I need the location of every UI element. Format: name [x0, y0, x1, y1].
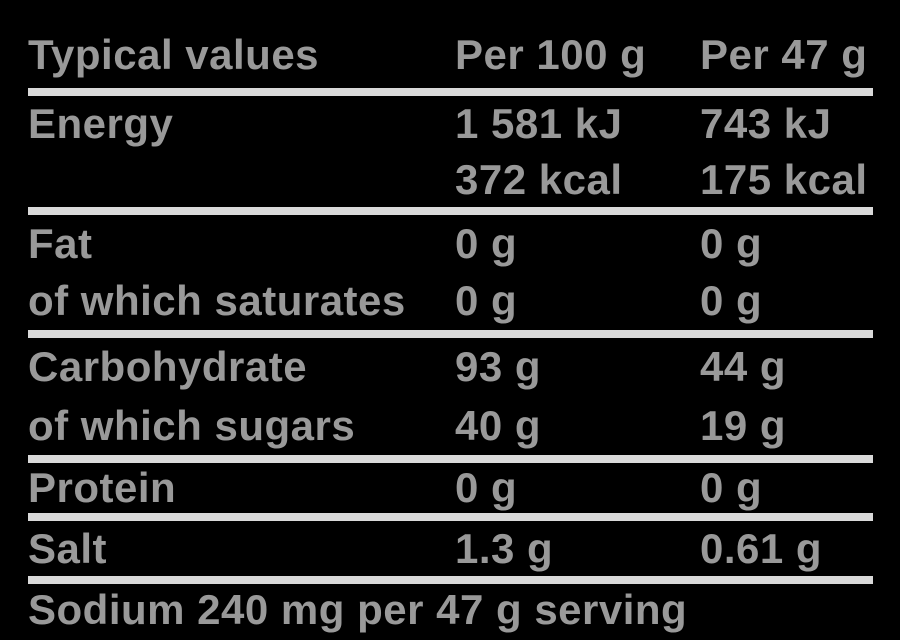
header-per-100g: Per 100 g	[455, 31, 647, 78]
row-label: Fat	[28, 219, 93, 267]
row-label: Carbohydrate	[28, 343, 308, 390]
value-per-47g: 44 g	[700, 343, 787, 390]
table-row-saturates: of which saturates 0 g 0 g	[28, 272, 873, 330]
value-per-100g: 40 g	[455, 401, 542, 449]
table-row-energy: Energy 1 581 kJ 743 kJ	[28, 96, 873, 152]
row-label: Salt	[28, 524, 108, 572]
value-per-47g: 175 kcal	[700, 155, 868, 203]
table-row-fat: Fat 0 g 0 g	[28, 215, 873, 272]
sodium-note: Sodium 240 mg per 47 g serving	[28, 586, 688, 633]
divider	[28, 88, 873, 96]
value-per-100g: 93 g	[455, 343, 542, 390]
divider	[28, 576, 873, 584]
value-per-47g: 19 g	[700, 401, 787, 449]
row-label: of which saturates	[28, 277, 406, 324]
table-row-protein: Protein 0 g 0 g	[28, 463, 873, 513]
table-row-sugars: of which sugars 40 g 19 g	[28, 396, 873, 455]
divider	[28, 513, 873, 521]
table-row-salt: Salt 1.3 g 0.61 g	[28, 521, 873, 576]
row-label: Protein	[28, 464, 177, 511]
value-per-47g: 0 g	[700, 219, 763, 267]
value-per-100g: 0 g	[455, 277, 518, 324]
value-per-100g: 0 g	[455, 219, 518, 267]
header-typical-values: Typical values	[28, 31, 320, 78]
row-label: Energy	[28, 100, 174, 147]
table-row-energy-kcal: 372 kcal 175 kcal	[28, 152, 873, 207]
value-per-100g: 0 g	[455, 464, 518, 511]
value-per-100g: 1.3 g	[455, 524, 554, 572]
value-per-47g: 743 kJ	[700, 100, 832, 147]
header-per-47g: Per 47 g	[700, 31, 868, 78]
value-per-47g: 0 g	[700, 277, 763, 324]
value-per-100g: 372 kcal	[455, 155, 623, 203]
divider	[28, 207, 873, 215]
value-per-100g: 1 581 kJ	[455, 100, 623, 147]
table-header-row: Typical values Per 100 g Per 47 g	[28, 22, 873, 88]
value-per-47g: 0 g	[700, 464, 763, 511]
divider	[28, 455, 873, 463]
value-per-47g: 0.61 g	[700, 524, 823, 572]
row-label: of which sugars	[28, 401, 356, 449]
divider	[28, 330, 873, 338]
table-row-carbohydrate: Carbohydrate 93 g 44 g	[28, 338, 873, 396]
